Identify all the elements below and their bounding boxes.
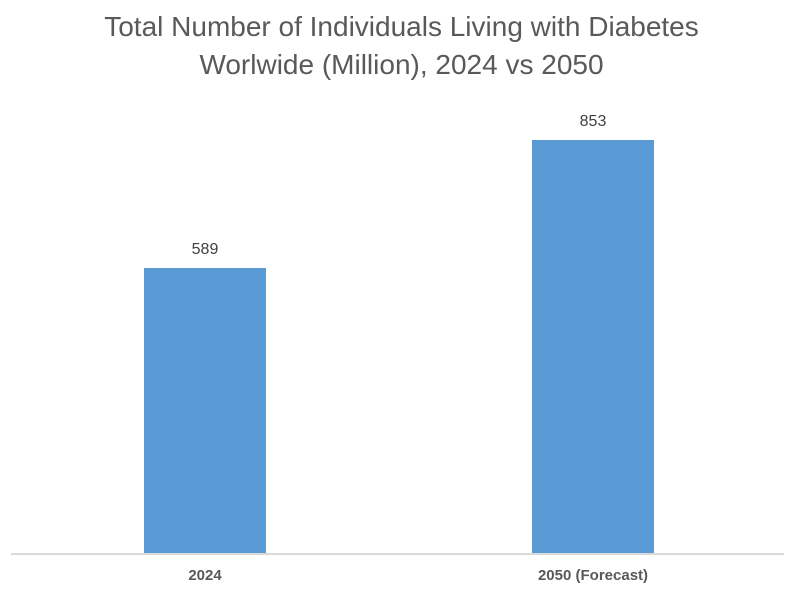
category-label-2024: 2024 <box>188 567 222 584</box>
data-label-2050-forecast: 853 <box>579 113 607 130</box>
chart-title-line2: Worlwide (Million), 2024 vs 2050 <box>199 49 604 80</box>
bar-group-2050-forecast: 853 <box>532 113 654 554</box>
category-label-2050-forecast: 2050 (Forecast) <box>537 567 649 584</box>
bar-2024 <box>144 268 266 554</box>
x-axis-line <box>11 553 784 555</box>
data-label-2024: 589 <box>191 241 219 258</box>
bar-2050-forecast <box>532 140 654 554</box>
bar-group-2024: 589 <box>144 241 266 554</box>
chart-title-line1: Total Number of Individuals Living with … <box>104 11 699 42</box>
chart-title: Total Number of Individuals Living with … <box>0 8 803 84</box>
